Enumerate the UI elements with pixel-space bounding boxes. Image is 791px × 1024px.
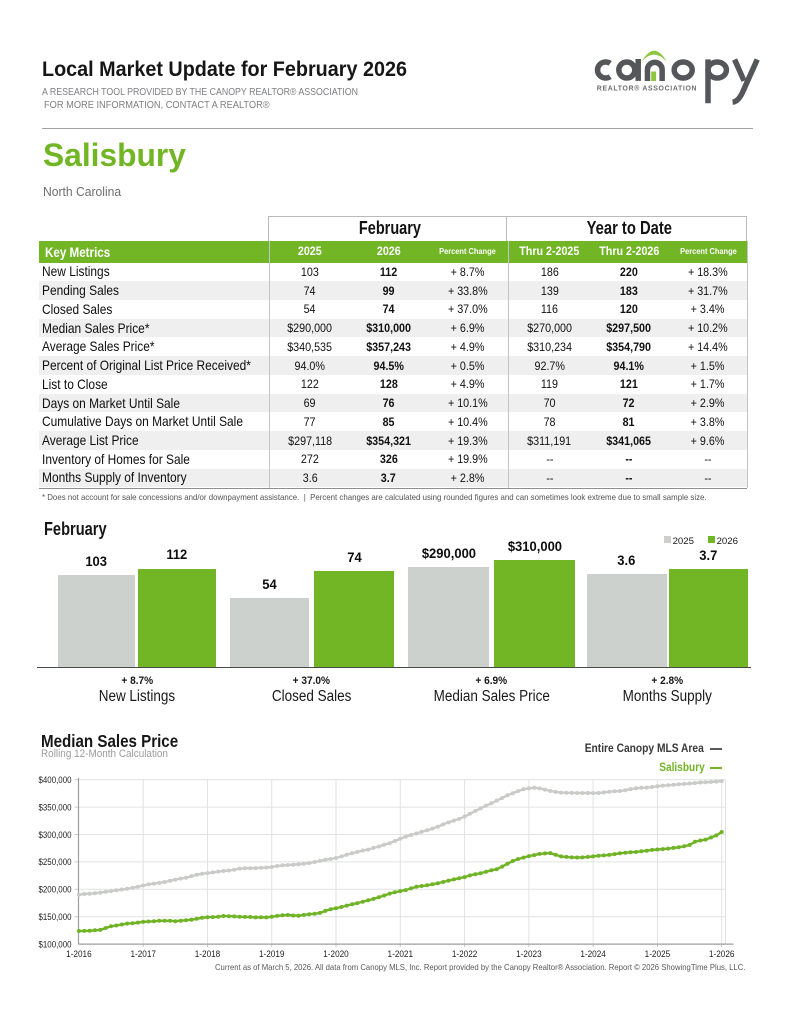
svg-text:REALTOR® ASSOCIATION: REALTOR® ASSOCIATION [597, 85, 697, 93]
svg-text:$200,000: $200,000 [39, 884, 72, 895]
svg-text:1-2024: 1-2024 [580, 948, 606, 959]
svg-text:1-2020: 1-2020 [323, 948, 349, 959]
svg-text:$350,000: $350,000 [39, 801, 72, 812]
svg-text:1-2017: 1-2017 [130, 948, 156, 959]
svg-text:$100,000: $100,000 [39, 938, 72, 949]
svg-text:$150,000: $150,000 [39, 911, 72, 922]
svg-text:$300,000: $300,000 [39, 829, 72, 840]
svg-text:1-2018: 1-2018 [195, 948, 221, 959]
svg-text:$400,000: $400,000 [39, 774, 72, 785]
svg-text:1-2023: 1-2023 [516, 948, 542, 959]
svg-text:1-2026: 1-2026 [709, 948, 735, 959]
svg-text:1-2022: 1-2022 [452, 948, 478, 959]
svg-text:1-2016: 1-2016 [66, 948, 92, 959]
svg-text:1-2025: 1-2025 [645, 948, 671, 959]
svg-text:1-2019: 1-2019 [259, 948, 285, 959]
svg-text:$250,000: $250,000 [39, 856, 72, 867]
svg-text:1-2021: 1-2021 [388, 948, 414, 959]
